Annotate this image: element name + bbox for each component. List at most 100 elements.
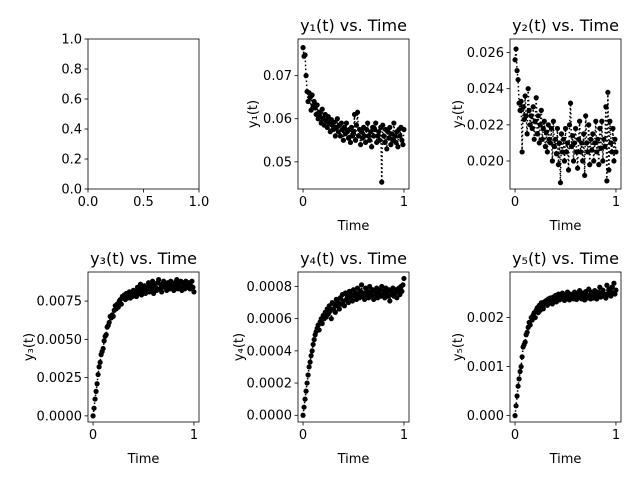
data-point-37 (336, 306, 342, 312)
data-point-20 (531, 136, 537, 142)
subplot-title: y₁(t) vs. Time (300, 16, 407, 35)
data-point-33 (332, 309, 338, 315)
data-point-60 (571, 140, 578, 146)
data-point-13 (524, 131, 530, 137)
data-point-62 (362, 133, 368, 139)
data-point-88 (388, 142, 394, 148)
data-point-8 (519, 149, 525, 155)
data-point-81 (381, 133, 387, 139)
data-point-100 (190, 284, 196, 290)
data-point-59 (358, 129, 365, 135)
data-point-82 (382, 139, 388, 146)
x-axis-label: Time (549, 219, 582, 234)
data-point-99 (189, 278, 195, 284)
data-point-71 (583, 113, 589, 119)
data-point-65 (577, 118, 583, 124)
data-point-13 (524, 329, 530, 335)
x-tick-label: 1 (612, 195, 620, 210)
data-point-48 (137, 281, 144, 287)
data-point-93 (393, 139, 399, 146)
data-point-97 (397, 133, 403, 139)
subplot-title: y₅(t) vs. Time (512, 249, 619, 268)
data-point-11 (522, 339, 528, 345)
data-point-7 (518, 364, 524, 370)
subplot-title: y₂(t) vs. Time (512, 16, 619, 35)
data-point-50 (349, 133, 356, 139)
data-point-90 (602, 143, 608, 150)
data-point-76 (588, 136, 594, 142)
axes-frame (297, 271, 410, 423)
data-point-82 (594, 149, 600, 155)
data-point-86 (386, 135, 392, 141)
data-point-29 (540, 306, 546, 312)
data-point-21 (532, 314, 538, 321)
data-point-71 (371, 133, 377, 139)
data-point-16 (527, 322, 533, 328)
x-tick-label: 0 (299, 428, 307, 443)
data-point-99 (399, 288, 405, 294)
data-point-20 (319, 106, 325, 112)
data-point-37 (548, 125, 554, 132)
data-point-12 (311, 337, 317, 343)
data-point-27 (538, 107, 544, 113)
data-point-50 (561, 158, 568, 164)
data-point-62 (362, 296, 368, 302)
data-point-100 (400, 142, 406, 148)
data-point-12 (311, 98, 317, 105)
y-tick-label: 0.002 (467, 311, 504, 326)
y-tick-label: 0.6 (61, 93, 82, 108)
data-point-86 (598, 145, 604, 151)
data-point-55 (566, 122, 573, 128)
data-point-59 (570, 158, 577, 164)
data-point-6 (95, 371, 101, 378)
data-point-79 (379, 283, 385, 290)
data-point-3 (514, 393, 520, 399)
data-point-28 (539, 136, 545, 142)
data-point-72 (584, 140, 590, 146)
data-point-76 (376, 129, 382, 135)
data-point-12 (101, 338, 107, 344)
subplot-6: 0 1 0.000 0.001 0.002 y₅(t) vs. Time Time y₅(t) (451, 249, 622, 467)
data-point-100 (612, 291, 618, 297)
data-point-7 (96, 364, 102, 370)
y-tick-label: 0.0000 (37, 409, 83, 424)
axes-frame (297, 38, 410, 190)
data-point-38 (549, 158, 555, 164)
data-point-80 (380, 122, 386, 128)
data-point-81 (593, 118, 599, 124)
data-point-94 (606, 167, 612, 173)
data-point-4 (303, 73, 309, 79)
y-tick-label: 0.06 (263, 112, 292, 127)
data-point-77 (589, 147, 595, 153)
data-point-29 (118, 301, 124, 307)
data-point-89 (601, 136, 607, 142)
data-point-39 (338, 120, 344, 126)
data-point-91 (391, 120, 397, 126)
data-point-22 (533, 95, 539, 101)
y-tick-label: 1.0 (61, 33, 82, 48)
data-point-7 (518, 98, 524, 104)
data-point-71 (371, 296, 377, 302)
data-point-12 (523, 113, 529, 119)
data-point-3 (302, 52, 308, 58)
data-point-43 (554, 125, 561, 132)
data-point-17 (528, 113, 534, 119)
data-point-2 (513, 403, 519, 409)
data-point-56 (567, 100, 574, 106)
axes-frame (509, 38, 622, 190)
data-point-42 (341, 303, 348, 309)
x-tick-label: 1 (400, 195, 408, 210)
data-point-10 (309, 92, 315, 98)
data-point-101 (613, 287, 619, 293)
data-point-18 (529, 125, 535, 132)
x-axis-label: Time (337, 452, 370, 467)
data-point-53 (564, 140, 571, 146)
data-point-46 (345, 135, 352, 141)
y-tick-label: 0.022 (467, 118, 504, 133)
data-point-21 (532, 118, 538, 124)
data-point-32 (331, 119, 337, 125)
data-point-30 (541, 118, 547, 124)
data-point-65 (365, 120, 371, 126)
data-point-1 (512, 413, 518, 419)
